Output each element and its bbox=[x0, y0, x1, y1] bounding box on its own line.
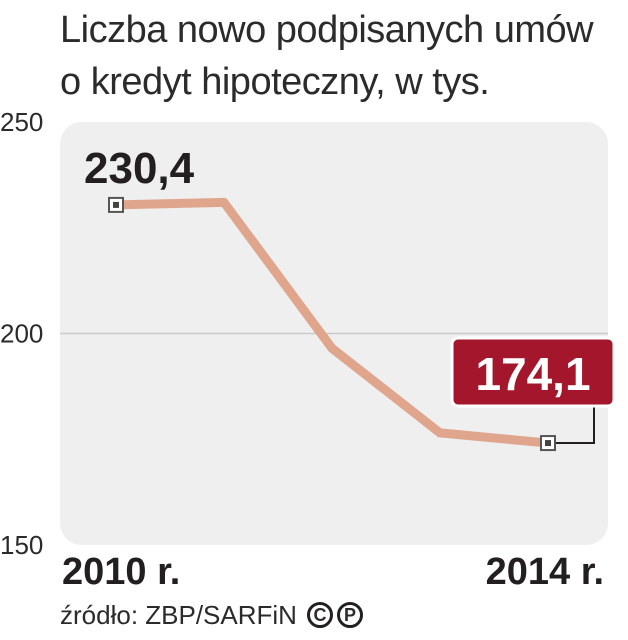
copyright-p-badge: P bbox=[336, 602, 363, 628]
line-chart: 250 200 150 230,4 174,1 2010 r. 2014 r. bbox=[0, 107, 616, 593]
x-axis-ticks: 2010 r. 2014 r. bbox=[62, 551, 604, 593]
y-tick-label: 200 bbox=[0, 319, 43, 349]
source-note: źródło: ZBP/SARFiN C P bbox=[60, 600, 363, 630]
series-line bbox=[111, 197, 553, 448]
data-labels: 230,4 174,1 bbox=[84, 144, 616, 445]
data-label-last-box bbox=[450, 336, 616, 408]
first-point-marker-dot bbox=[113, 201, 119, 208]
source-text: źródło: ZBP/SARFiN bbox=[60, 600, 297, 630]
copyright-c-badge: C bbox=[306, 602, 333, 628]
copyright-badges: C P bbox=[306, 602, 363, 628]
data-label-leader-line bbox=[556, 406, 595, 445]
x-tick-label-last: 2014 r. bbox=[486, 551, 604, 593]
series-line-group bbox=[108, 196, 556, 452]
x-tick-label-first: 2010 r. bbox=[62, 551, 180, 593]
y-tick-label: 150 bbox=[0, 530, 43, 560]
chart-title-line-1: Liczba nowo podpisanych umów bbox=[60, 9, 594, 51]
data-label-first: 230,4 bbox=[84, 144, 195, 193]
chart-title: Liczba nowo podpisanych umów o kredyt hi… bbox=[60, 4, 620, 108]
chart-title-line-2: o kredyt hipoteczny, w tys. bbox=[60, 61, 490, 103]
data-label-last: 174,1 bbox=[475, 348, 590, 400]
y-axis-ticks: 250 200 150 bbox=[0, 107, 43, 560]
last-point-marker-dot bbox=[545, 440, 551, 447]
y-tick-label: 250 bbox=[0, 107, 43, 137]
